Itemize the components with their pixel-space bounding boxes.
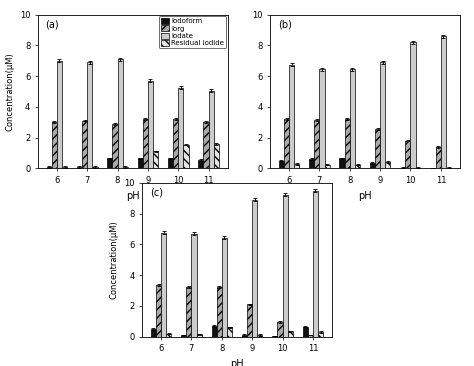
Bar [178, 87, 183, 168]
Bar [217, 287, 222, 337]
Bar [112, 124, 118, 168]
Bar [92, 167, 98, 168]
Bar [151, 329, 156, 337]
Bar [82, 121, 87, 168]
Bar [294, 164, 300, 168]
Bar [272, 336, 277, 337]
Bar [302, 327, 308, 337]
Bar [436, 147, 441, 168]
Bar [380, 62, 385, 168]
Bar [227, 328, 232, 337]
Bar [319, 69, 325, 168]
Bar [77, 167, 82, 168]
Legend: Iodoform, Iorg, Iodate, Residual iodide: Iodoform, Iorg, Iodate, Residual iodide [159, 16, 226, 48]
Bar [318, 332, 323, 337]
Bar [370, 163, 375, 168]
Bar [289, 64, 294, 168]
Bar [314, 120, 319, 168]
Bar [137, 158, 143, 168]
Bar [173, 119, 178, 168]
Bar [279, 161, 284, 168]
Bar [283, 195, 288, 337]
Bar [166, 334, 172, 337]
Bar [197, 335, 202, 337]
Bar [46, 167, 52, 168]
Bar [191, 234, 197, 337]
Bar [161, 233, 166, 337]
Bar [198, 160, 203, 168]
Bar [288, 331, 293, 337]
Text: (a): (a) [46, 19, 59, 29]
Bar [277, 322, 283, 337]
Bar [345, 119, 350, 168]
Bar [183, 145, 189, 168]
Bar [252, 200, 257, 337]
Bar [222, 238, 227, 337]
Bar [123, 167, 128, 168]
Bar [57, 61, 62, 168]
Bar [339, 158, 345, 168]
Text: (c): (c) [150, 188, 163, 198]
Bar [118, 59, 123, 168]
Bar [313, 191, 318, 337]
Bar [209, 91, 214, 168]
Bar [168, 158, 173, 168]
Bar [385, 162, 391, 168]
Bar [62, 167, 67, 168]
Bar [308, 335, 313, 337]
Bar [87, 62, 92, 168]
Bar [242, 335, 247, 337]
Bar [214, 144, 219, 168]
X-axis label: pH: pH [358, 191, 372, 201]
X-axis label: pH: pH [230, 359, 244, 366]
Bar [441, 36, 446, 168]
Y-axis label: Concentration(μM): Concentration(μM) [109, 220, 118, 299]
Bar [350, 69, 355, 168]
Bar [143, 119, 148, 168]
Y-axis label: Concentration(μM): Concentration(μM) [5, 52, 14, 131]
Text: (b): (b) [278, 19, 292, 29]
Bar [156, 285, 161, 337]
Bar [257, 335, 263, 337]
Bar [148, 81, 153, 168]
Bar [203, 122, 209, 168]
Bar [52, 122, 57, 168]
Bar [410, 42, 416, 168]
Bar [309, 159, 314, 168]
Bar [107, 158, 112, 168]
Bar [325, 165, 330, 168]
X-axis label: pH: pH [126, 191, 139, 201]
Bar [186, 287, 191, 337]
Bar [284, 119, 289, 168]
Bar [405, 141, 410, 168]
Bar [181, 335, 186, 337]
Bar [153, 152, 158, 168]
Bar [355, 165, 360, 168]
Bar [375, 129, 380, 168]
Bar [211, 326, 217, 337]
Bar [247, 305, 252, 337]
